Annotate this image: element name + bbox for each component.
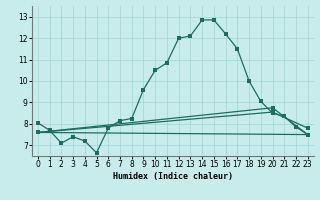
X-axis label: Humidex (Indice chaleur): Humidex (Indice chaleur): [113, 172, 233, 181]
